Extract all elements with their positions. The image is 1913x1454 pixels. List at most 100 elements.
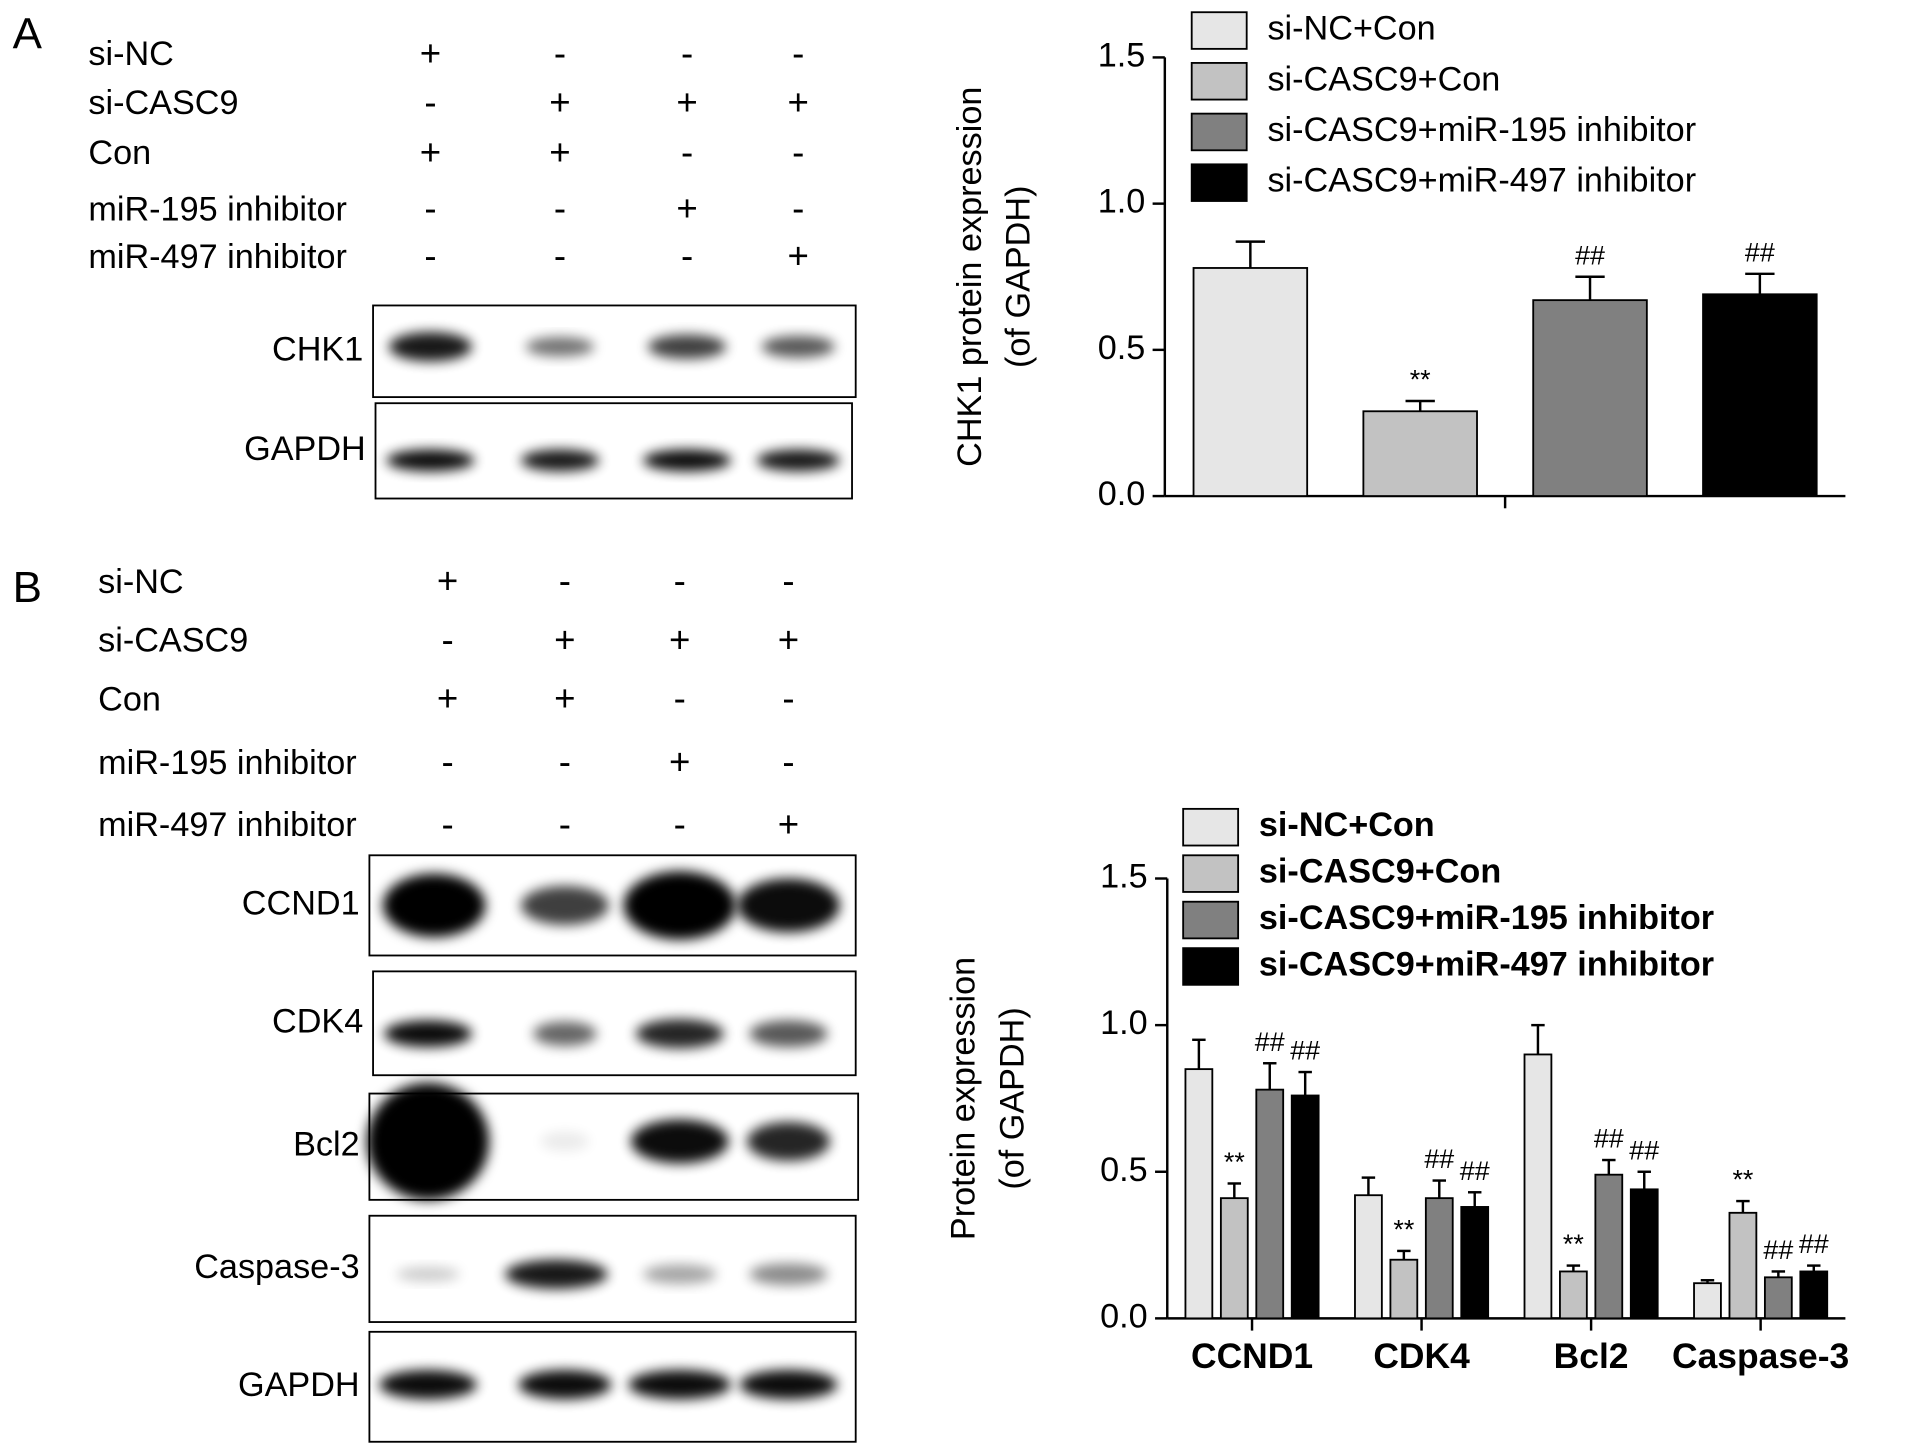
significance-label: ## [1763,1235,1793,1265]
condition-sign: + [676,82,697,123]
blot-band [379,1369,477,1400]
bar [1219,1197,1249,1320]
condition-sign: + [437,561,458,602]
condition-sign: - [681,33,693,74]
blot-band [382,873,486,938]
blot-band [746,1121,831,1161]
condition-sign: - [441,804,453,845]
y-tick-label: 0.5 [1100,1151,1148,1189]
condition-sign: + [778,804,799,845]
bar [1424,1197,1454,1320]
condition-sign: + [554,678,575,719]
legend-label: si-CASC9+miR-195 inhibitor [1259,899,1714,937]
legend-swatch [1182,900,1240,940]
blot-band [525,336,595,357]
blot-band [384,1020,473,1048]
condition-label: miR-497 inhibitor [98,806,357,844]
blot-band [749,1263,828,1286]
blot-label: Caspase-3 [194,1248,359,1286]
condition-label: miR-195 inhibitor [88,190,347,228]
blot-band [628,1369,732,1400]
condition-sign: - [424,236,436,277]
blot-band [533,1021,597,1046]
bar [1702,293,1818,497]
significance-label: ## [1745,237,1775,267]
x-tick-label: CDK4 [1373,1336,1470,1376]
blot-frame [374,402,853,500]
condition-sign: - [782,742,794,783]
significance-label: ## [1255,1027,1285,1057]
bar [1192,267,1309,497]
significance-label: ** [1732,1165,1753,1195]
condition-label: miR-195 inhibitor [98,744,357,782]
significance-label: ** [1224,1147,1245,1177]
bar [1255,1088,1285,1320]
blot-band [518,1369,612,1400]
condition-sign: - [792,132,804,173]
condition-label: si-NC [98,563,183,601]
legend-label: si-CASC9+miR-497 inhibitor [1259,946,1714,984]
x-tick-label: Caspase-3 [1672,1336,1849,1376]
x-tick-label: Bcl2 [1554,1336,1629,1376]
bar [1629,1188,1659,1320]
condition-sign: + [676,188,697,229]
condition-sign: - [792,33,804,74]
blot-label: CDK4 [272,1002,363,1040]
condition-sign: - [424,188,436,229]
blot-band [643,449,732,472]
condition-sign: + [549,82,570,123]
blot-band [396,1266,460,1282]
bar [1799,1270,1829,1320]
y-tick-label: 1.5 [1100,858,1148,896]
bar [1728,1211,1758,1320]
significance-label: ** [1563,1229,1584,1259]
significance-label: ## [1575,240,1605,270]
legend-label: si-CASC9+Con [1267,60,1500,98]
condition-sign: + [669,619,690,660]
blot-band [643,1264,717,1284]
y-tick-label: 0.5 [1098,329,1146,367]
significance-label: ## [1594,1124,1624,1154]
blot-label: CHK1 [272,330,363,368]
bar [1532,299,1648,497]
condition-sign: + [778,619,799,660]
significance-label: ** [1410,365,1431,395]
condition-sign: + [420,33,441,74]
y-axis-label: (of GAPDH) [1000,186,1038,368]
blot-band [647,334,727,359]
legend-swatch [1182,947,1240,986]
legend-swatch [1190,163,1248,202]
condition-sign: - [782,561,794,602]
condition-label: Con [88,134,151,172]
blot-band [520,885,609,925]
blot-band [739,1369,838,1400]
condition-sign: - [674,804,686,845]
blot-label: GAPDH [244,430,366,468]
y-tick-label: 1.0 [1098,183,1146,221]
condition-label: si-CASC9 [88,84,238,122]
condition-sign: - [681,132,693,173]
condition-sign: + [788,236,809,277]
condition-sign: + [549,132,570,173]
panel-letter: A [13,9,43,58]
y-tick-label: 1.0 [1100,1004,1148,1042]
condition-sign: - [441,742,453,783]
condition-sign: - [424,82,436,123]
condition-sign: - [681,236,693,277]
blot-band [749,1020,828,1048]
legend-label: si-CASC9+Con [1259,853,1501,891]
bar [1184,1068,1214,1320]
condition-sign: + [437,678,458,719]
significance-label: ## [1799,1229,1829,1259]
condition-sign: - [559,561,571,602]
blot-band [761,335,835,358]
blot-band [635,1019,724,1049]
bar [1763,1276,1793,1320]
significance-label: ** [1393,1214,1414,1244]
legend-swatch [1190,112,1248,152]
bar [1460,1206,1490,1320]
legend-swatch [1182,854,1240,893]
condition-sign: - [674,678,686,719]
condition-label: si-CASC9 [98,622,248,660]
